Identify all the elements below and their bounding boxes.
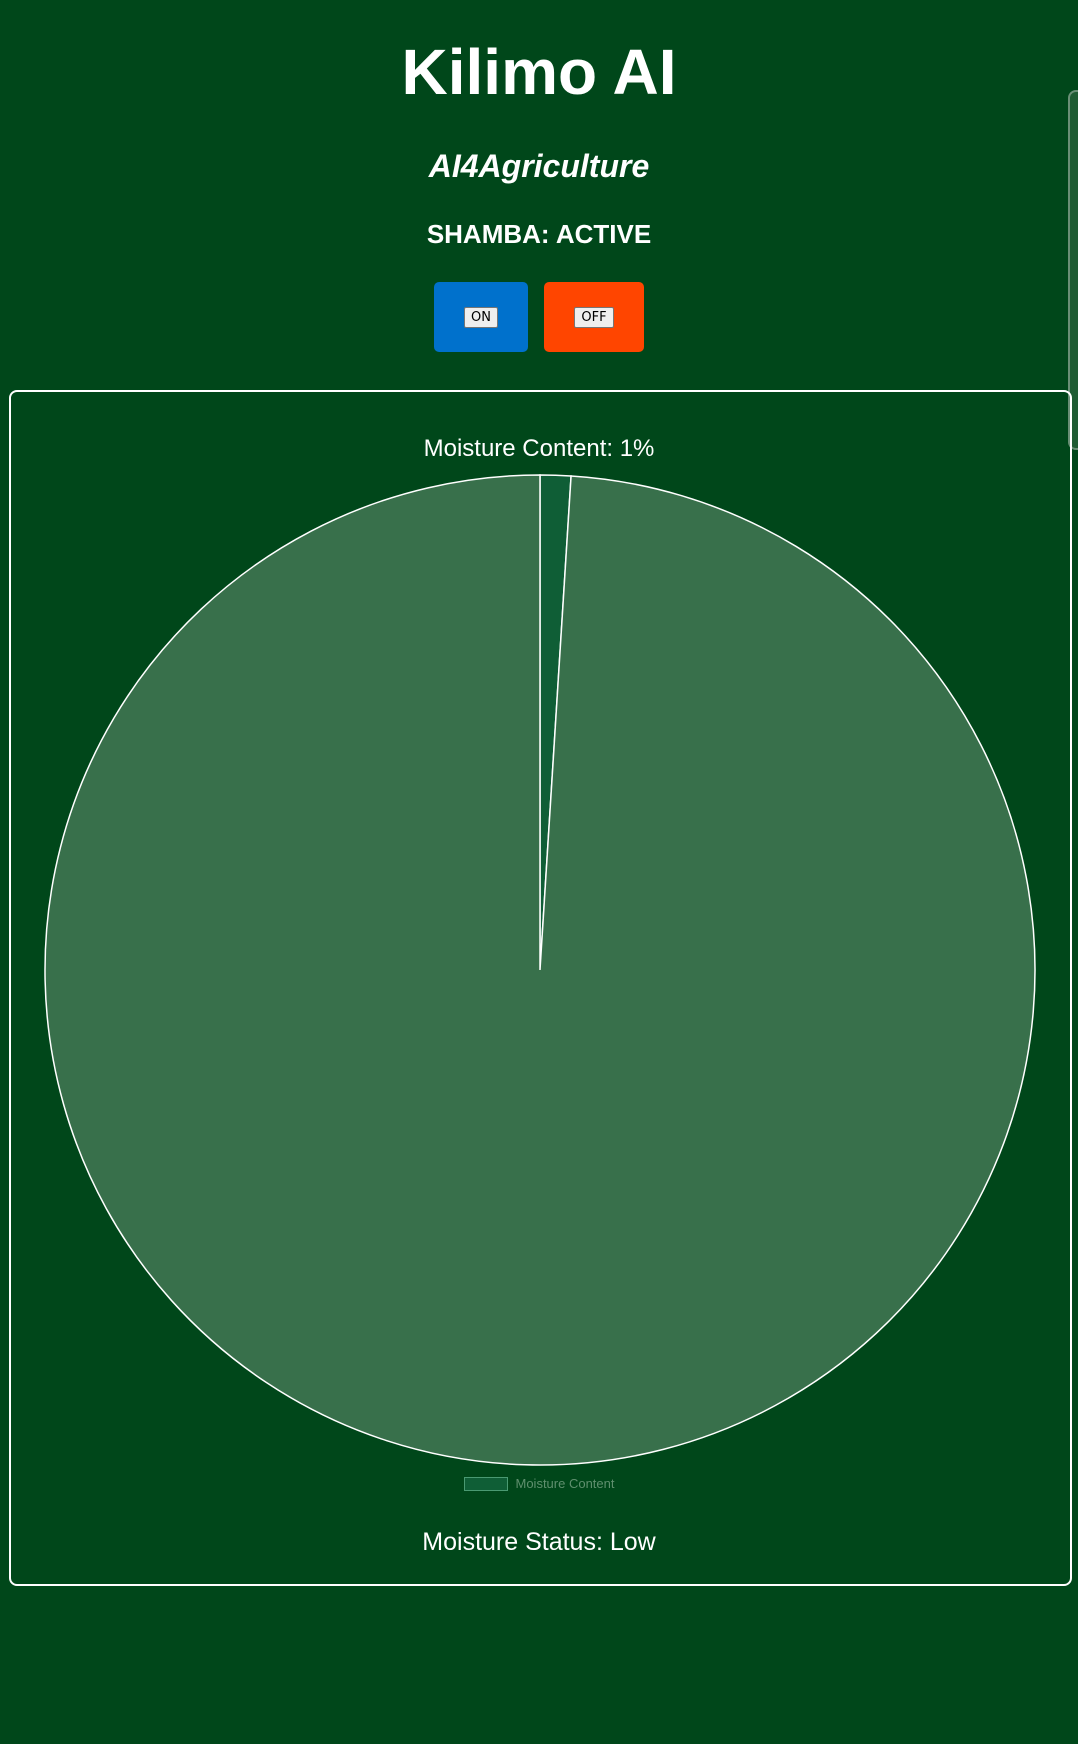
chart-legend[interactable]: Moisture Content xyxy=(0,1476,1078,1491)
app-subtitle: AI4Agriculture xyxy=(428,148,650,184)
shamba-status: SHAMBA: ACTIVE xyxy=(426,219,652,249)
app-title: Kilimo AI xyxy=(401,36,677,108)
moisture-status: Moisture Status: Low xyxy=(422,1528,656,1556)
on-button-container[interactable]: ON xyxy=(434,282,528,352)
moisture-card xyxy=(9,390,1072,1586)
on-button[interactable]: ON xyxy=(464,306,498,328)
off-button[interactable]: OFF xyxy=(574,306,614,328)
pump-controls: ON OFF xyxy=(0,282,1078,352)
side-panel-handle[interactable] xyxy=(1068,90,1078,450)
moisture-pie-chart xyxy=(44,474,1036,1466)
legend-swatch xyxy=(463,1476,508,1491)
chart-title: Moisture Content: 1% xyxy=(423,435,655,462)
pie-slice-1[interactable] xyxy=(44,474,1036,1466)
legend-label: Moisture Content xyxy=(515,1476,615,1491)
off-button-container[interactable]: OFF xyxy=(544,282,644,352)
